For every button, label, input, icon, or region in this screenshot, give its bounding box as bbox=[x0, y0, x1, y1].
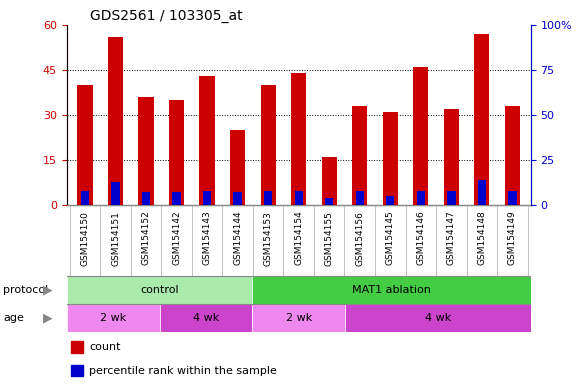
Bar bbox=[81, 190, 89, 205]
Text: GSM154145: GSM154145 bbox=[386, 211, 395, 265]
Bar bbox=[356, 190, 364, 205]
Bar bbox=[142, 192, 150, 205]
Bar bbox=[203, 190, 211, 205]
Text: GSM154155: GSM154155 bbox=[325, 211, 333, 266]
Text: count: count bbox=[89, 342, 121, 352]
Bar bbox=[252, 304, 345, 332]
Text: GSM154156: GSM154156 bbox=[356, 211, 364, 266]
Text: age: age bbox=[3, 313, 24, 323]
Bar bbox=[352, 106, 367, 205]
Bar bbox=[160, 304, 252, 332]
Bar bbox=[508, 190, 517, 205]
Bar bbox=[169, 100, 184, 205]
Bar bbox=[111, 182, 119, 205]
Text: GSM154151: GSM154151 bbox=[111, 211, 120, 266]
Text: ▶: ▶ bbox=[44, 312, 53, 324]
Bar bbox=[325, 198, 333, 205]
Text: control: control bbox=[140, 285, 179, 295]
Text: GSM154143: GSM154143 bbox=[202, 211, 212, 265]
Text: GSM154142: GSM154142 bbox=[172, 211, 181, 265]
Text: GSM154146: GSM154146 bbox=[416, 211, 425, 265]
Bar bbox=[71, 365, 83, 376]
Text: GSM154153: GSM154153 bbox=[264, 211, 273, 266]
Bar bbox=[416, 190, 425, 205]
Bar bbox=[200, 76, 215, 205]
Text: 2 wk: 2 wk bbox=[100, 313, 126, 323]
Bar bbox=[67, 304, 160, 332]
Bar bbox=[230, 130, 245, 205]
Bar bbox=[383, 112, 398, 205]
Text: 4 wk: 4 wk bbox=[425, 313, 451, 323]
Text: GSM154150: GSM154150 bbox=[81, 211, 89, 266]
Text: 4 wk: 4 wk bbox=[193, 313, 219, 323]
Bar bbox=[295, 190, 303, 205]
Bar bbox=[345, 304, 531, 332]
Bar bbox=[444, 109, 459, 205]
Bar bbox=[260, 85, 276, 205]
Text: percentile rank within the sample: percentile rank within the sample bbox=[89, 366, 277, 376]
Bar bbox=[386, 196, 394, 205]
Bar bbox=[67, 276, 252, 304]
Bar bbox=[291, 73, 306, 205]
Bar bbox=[478, 180, 486, 205]
Bar bbox=[71, 341, 83, 353]
Bar bbox=[172, 192, 181, 205]
Text: GSM154144: GSM154144 bbox=[233, 211, 242, 265]
Text: GSM154149: GSM154149 bbox=[508, 211, 517, 265]
Text: 2 wk: 2 wk bbox=[285, 313, 312, 323]
Text: GDS2561 / 103305_at: GDS2561 / 103305_at bbox=[90, 8, 242, 23]
Bar bbox=[233, 192, 242, 205]
Bar bbox=[264, 190, 273, 205]
Text: GSM154147: GSM154147 bbox=[447, 211, 456, 265]
Bar bbox=[108, 37, 123, 205]
Bar bbox=[505, 106, 520, 205]
Text: GSM154152: GSM154152 bbox=[142, 211, 151, 265]
Bar bbox=[474, 34, 490, 205]
Bar bbox=[139, 97, 154, 205]
Text: GSM154154: GSM154154 bbox=[294, 211, 303, 265]
Bar bbox=[252, 276, 531, 304]
Bar bbox=[77, 85, 93, 205]
Text: ▶: ▶ bbox=[44, 284, 53, 296]
Text: GSM154148: GSM154148 bbox=[477, 211, 487, 265]
Bar bbox=[321, 157, 337, 205]
Text: MAT1 ablation: MAT1 ablation bbox=[352, 285, 431, 295]
Bar bbox=[447, 190, 455, 205]
Bar bbox=[413, 67, 429, 205]
Text: protocol: protocol bbox=[3, 285, 48, 295]
